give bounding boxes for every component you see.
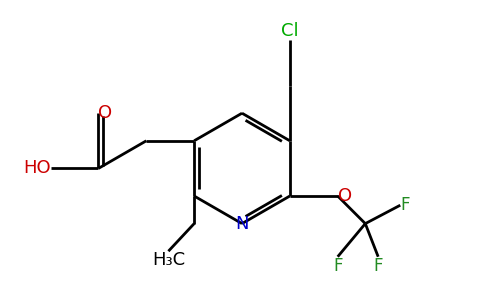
Text: N: N [235,214,249,232]
Text: Cl: Cl [281,22,299,40]
Text: F: F [333,257,343,275]
Text: HO: HO [23,159,51,177]
Text: F: F [374,257,383,275]
Text: H₃C: H₃C [152,251,185,269]
Text: O: O [98,104,113,122]
Text: O: O [338,187,352,205]
Text: F: F [400,196,410,214]
